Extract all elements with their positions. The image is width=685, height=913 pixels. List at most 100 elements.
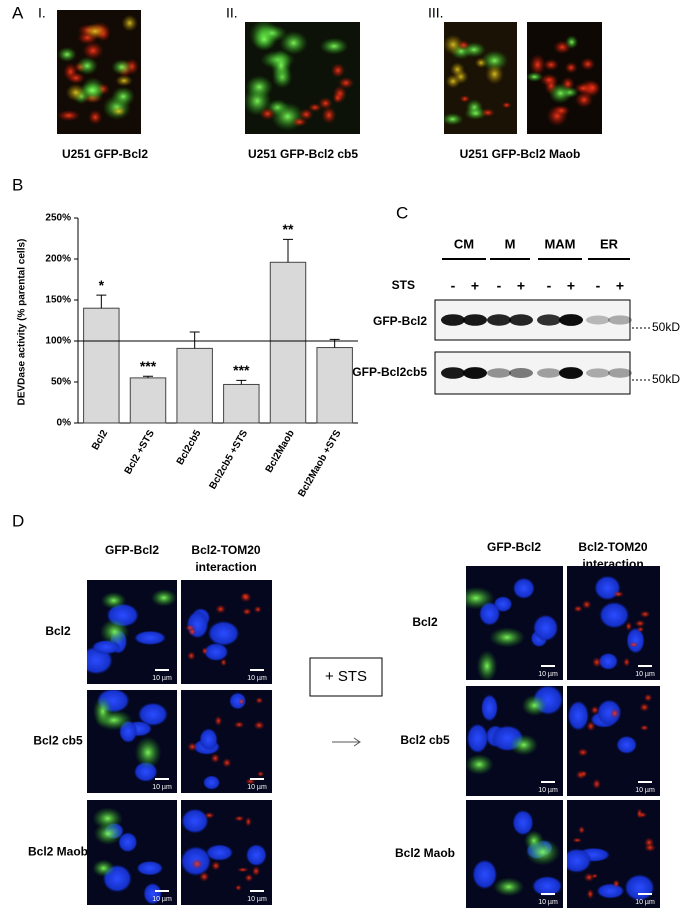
signal (612, 879, 620, 888)
treatment-label: + STS (325, 668, 367, 685)
panel-label: C (396, 203, 408, 222)
y-tick-label: 0% (57, 418, 72, 429)
sign: + (471, 278, 479, 294)
signal (199, 728, 218, 751)
signal (253, 605, 262, 614)
band (559, 314, 583, 326)
micrograph: 10 µm (181, 580, 272, 684)
signal (591, 656, 602, 668)
signal (83, 23, 107, 40)
signal (548, 83, 573, 104)
y-tick-label: 100% (45, 336, 71, 347)
signal (543, 58, 559, 71)
signal (330, 63, 346, 78)
signal (639, 702, 650, 712)
band (537, 368, 561, 378)
signal (609, 708, 620, 719)
signal (512, 809, 534, 836)
signal (444, 112, 464, 126)
image-content (187, 692, 265, 790)
column-header: Bcl2-TOM20 (191, 543, 260, 557)
signal (187, 651, 196, 661)
image-content (184, 592, 262, 667)
signal (527, 71, 544, 82)
micrograph: 10 µm (567, 566, 660, 680)
signal (480, 694, 499, 722)
significance: * (99, 277, 105, 293)
signal (567, 700, 589, 731)
panel-label: D (12, 511, 24, 530)
signal (239, 592, 252, 603)
arrow-head (353, 737, 361, 747)
micrograph: 10 µm (181, 690, 272, 793)
band (586, 315, 610, 325)
micrograph (527, 22, 602, 134)
micrograph: 10 µm (87, 690, 177, 793)
signal (88, 109, 103, 125)
scale-bar-label: 10 µm (152, 675, 172, 682)
signal (82, 41, 104, 60)
band (509, 368, 533, 378)
signal (57, 109, 81, 122)
signal (92, 859, 115, 877)
signal (480, 108, 495, 118)
bar (223, 383, 260, 424)
error-bar (143, 375, 153, 378)
signal (590, 705, 600, 715)
signal (525, 838, 561, 866)
signal (204, 812, 215, 819)
signal (92, 807, 123, 830)
signal (253, 720, 265, 730)
image-content (567, 693, 653, 790)
x-tick-label: Bcl2cb5 +STS (207, 428, 250, 491)
signal (318, 97, 333, 110)
signal (598, 652, 619, 670)
micrograph: 10 µm (466, 800, 563, 908)
row-label: Bcl2 Maob (395, 846, 455, 860)
column-header: GFP-Bcl2 (105, 543, 159, 557)
treatment-box (309, 657, 383, 697)
signal (485, 63, 504, 85)
image-content (57, 14, 140, 125)
band (463, 367, 487, 379)
signal (476, 650, 498, 680)
group-label: ER (600, 236, 619, 251)
band (586, 368, 610, 378)
signal (244, 873, 254, 882)
signal (521, 694, 548, 717)
subpanel-numeral: III. (428, 5, 444, 21)
x-tick-label: Bcl2 +STS (123, 428, 157, 476)
band (537, 314, 561, 326)
row-label: GFP-Bcl2cb5 (352, 365, 427, 379)
column-header: Bcl2-TOM20 (578, 540, 647, 554)
micrograph: 10 µm (466, 686, 563, 796)
signal (565, 35, 579, 49)
band (559, 367, 583, 379)
signal (291, 117, 308, 127)
scale-bar-label: 10 µm (247, 675, 267, 682)
signal (199, 871, 210, 882)
signal (628, 641, 639, 648)
signal (444, 34, 464, 55)
signal (332, 92, 343, 104)
signal (134, 736, 162, 769)
signal (636, 808, 643, 819)
signal (251, 865, 261, 877)
band (509, 314, 533, 326)
image-content (466, 577, 559, 680)
size-marker: 50kD (652, 372, 680, 386)
signal (634, 619, 646, 628)
band (441, 367, 465, 379)
signal (235, 884, 242, 891)
signal (512, 577, 535, 599)
x-tick-label: Bcl2Maob +STS (296, 428, 343, 499)
micrograph (245, 22, 360, 134)
scale-bar-label: 10 µm (152, 896, 172, 903)
signal (57, 46, 77, 63)
image-content (466, 686, 563, 775)
x-tick-label: Bcl2Maob (264, 428, 297, 474)
signal (567, 848, 592, 874)
signal (586, 888, 595, 900)
signal (616, 735, 637, 754)
signal (270, 48, 292, 82)
